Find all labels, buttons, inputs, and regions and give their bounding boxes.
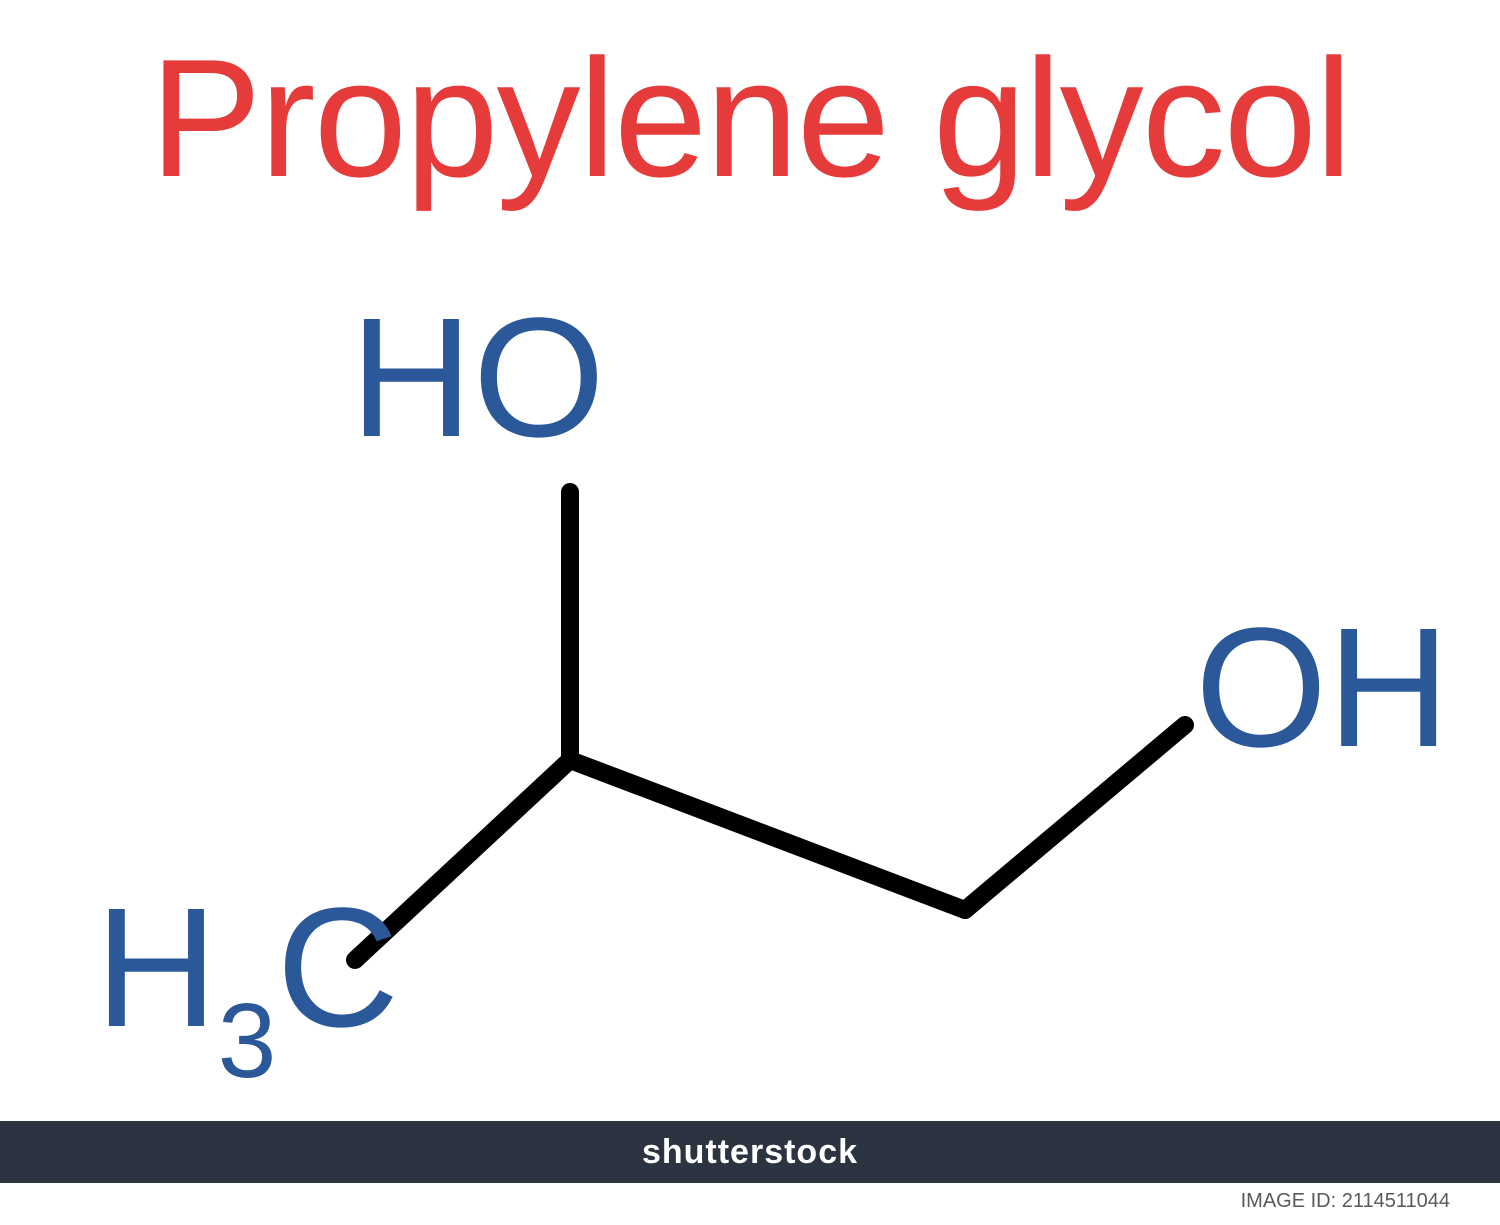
bond-line: [965, 725, 1185, 910]
atom-label-ho-top: HO: [350, 280, 605, 476]
image-id-text: IMAGE ID: 2114511044: [1241, 1190, 1450, 1213]
atom-label-h3c: H3C: [95, 870, 399, 1086]
bond-line: [570, 760, 965, 910]
atom-label-oh-right: OH: [1195, 590, 1450, 786]
diagram-canvas: Propylene glycol HOOHH3C shutterstock IM…: [0, 0, 1500, 1225]
footer-bar: shutterstock: [0, 1121, 1500, 1183]
footer-brand-text: shutterstock: [642, 1133, 858, 1172]
